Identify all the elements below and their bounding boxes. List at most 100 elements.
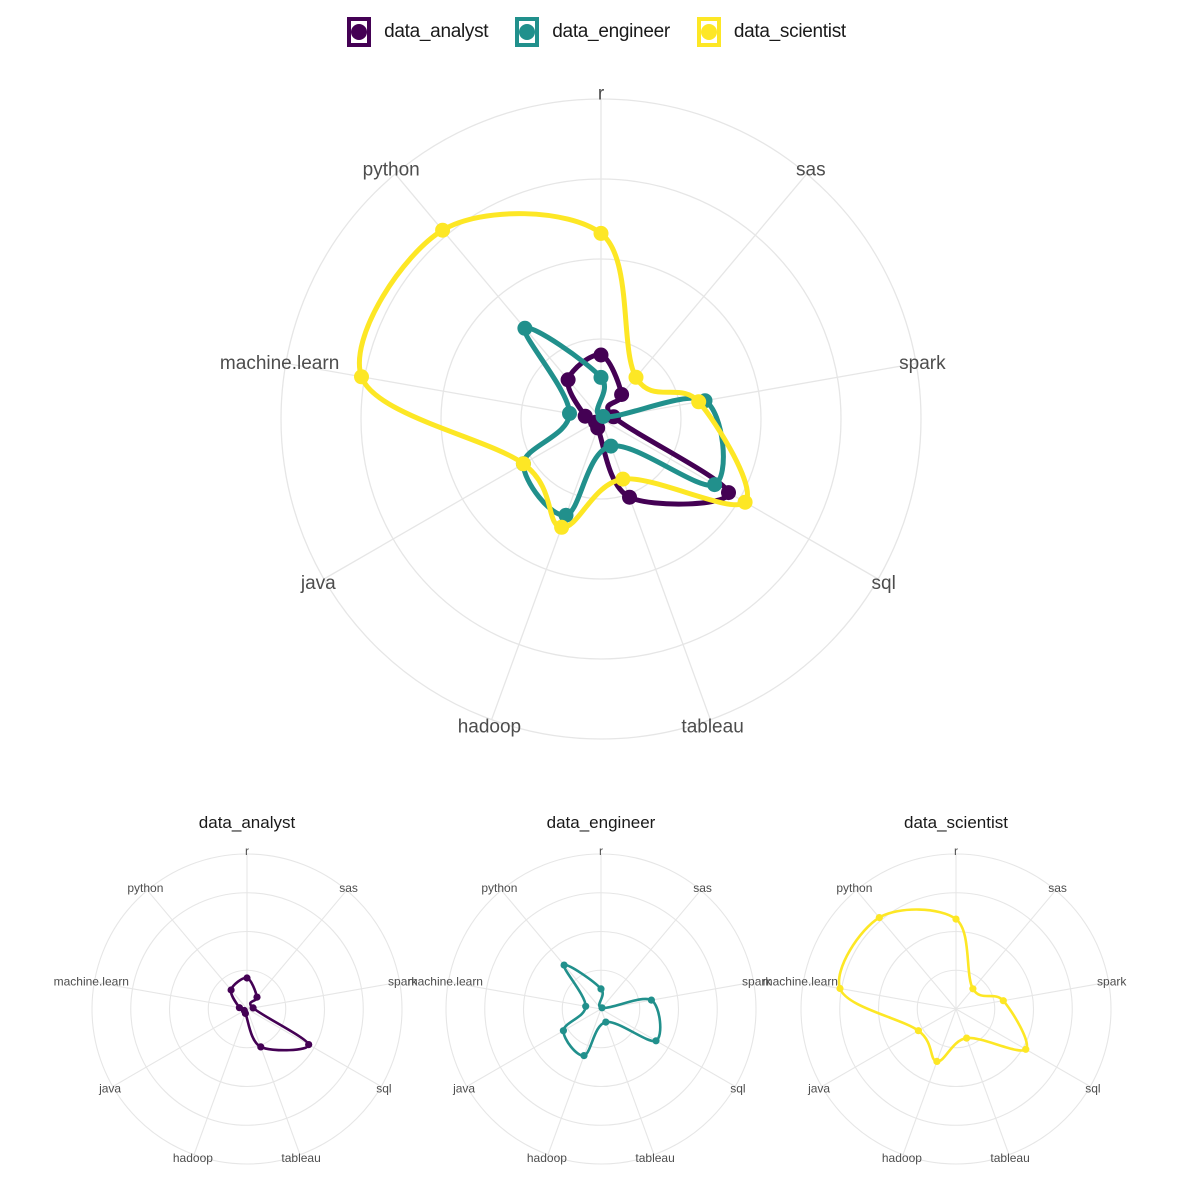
grid-spoke	[246, 981, 400, 1010]
radar-grid: hadoop java machine.learn python r sas spark sq…	[54, 844, 419, 1165]
data-point-sas	[614, 387, 630, 402]
panel-title: data_scientist	[904, 813, 1008, 832]
axis-label-r: r	[599, 844, 603, 858]
axis-label-hadoop: hadoop	[882, 1151, 922, 1165]
panel-data-engineer: data_engineer hadoop java machine.learn pyt…	[408, 813, 773, 1165]
axis-label-java: java	[452, 1081, 475, 1095]
radar-grid: hadoop java machine.learn python r sas spark sq…	[763, 844, 1128, 1165]
data-point-tableau	[602, 1018, 610, 1026]
axis-label-hadoop: hadoop	[173, 1151, 213, 1165]
legend-key-data-scientist	[696, 17, 721, 47]
series-line	[357, 211, 750, 530]
axis-label-machine-learn: machine.learn	[408, 975, 483, 989]
axis-label-sql: sql	[872, 573, 896, 594]
grid-spoke	[803, 981, 957, 1010]
data-point-r	[597, 985, 605, 993]
data-point-java	[914, 1027, 923, 1035]
axis-label-machine-learn: machine.learn	[220, 353, 339, 374]
axis-label-r: r	[954, 844, 958, 858]
grid-spoke	[955, 981, 1109, 1010]
grid-spoke	[600, 981, 754, 1010]
grid-spoke	[855, 889, 957, 1010]
grid-spoke	[500, 889, 602, 1010]
data-point-java	[515, 456, 531, 472]
data-point-python	[875, 914, 883, 922]
grid-spoke	[600, 362, 917, 420]
grid-spoke	[94, 981, 248, 1010]
data-point-r	[593, 347, 609, 363]
axis-label-sql: sql	[730, 1081, 745, 1095]
axis-label-hadoop: hadoop	[527, 1151, 567, 1165]
series-data-scientist	[354, 211, 753, 535]
axis-label-sas: sas	[1048, 881, 1067, 895]
grid-spoke	[246, 889, 348, 1010]
grid-spoke	[955, 1008, 1010, 1155]
data-point-sql	[737, 494, 753, 510]
data-point-spark	[249, 1004, 257, 1012]
grid-spoke	[285, 362, 602, 420]
data-point-sql	[707, 477, 723, 493]
data-point-tableau	[622, 489, 637, 505]
grid-spoke	[600, 418, 712, 720]
data-point-r	[243, 974, 251, 982]
grid-spoke	[490, 418, 602, 720]
data-point-python	[435, 222, 451, 238]
grid-spoke	[466, 1008, 602, 1087]
axis-label-hadoop: hadoop	[458, 716, 521, 737]
grid-spoke	[547, 1008, 602, 1155]
data-point-spark	[999, 997, 1007, 1005]
data-point-sql	[652, 1037, 660, 1045]
data-point-sas	[598, 1004, 606, 1012]
series-line	[562, 963, 662, 1057]
data-point-sql	[305, 1041, 313, 1049]
axis-label-sas: sas	[693, 881, 712, 895]
data-point-machine-learn	[582, 1002, 590, 1010]
panel-title: data_analyst	[199, 813, 296, 832]
data-point-sql	[1022, 1045, 1030, 1053]
series-data-analyst	[560, 347, 736, 507]
data-point-machine-learn	[562, 405, 577, 421]
grid-spoke	[600, 1008, 736, 1087]
axis-label-spark: spark	[899, 353, 946, 374]
data-point-java	[559, 1027, 568, 1035]
radar-grid: hadoop java machine.learn python r sas spark sq…	[220, 83, 946, 740]
legend-label: data_engineer	[552, 21, 670, 42]
data-point-python	[517, 320, 533, 336]
data-point-tableau	[963, 1034, 971, 1042]
grid-spoke	[600, 1008, 655, 1155]
legend: data_analyst data_engineer data_scientis…	[0, 14, 1200, 50]
series-line	[837, 908, 1029, 1063]
axis-label-tableau: tableau	[635, 1151, 674, 1165]
data-point-sas	[595, 409, 611, 424]
axis-label-sas: sas	[796, 160, 826, 181]
data-point-tableau	[603, 438, 619, 454]
axis-label-java: java	[98, 1081, 121, 1095]
legend-item-data-analyst[interactable]: data_analyst	[346, 17, 489, 47]
radar-grid: hadoop java machine.learn python r sas spark sq…	[408, 844, 773, 1165]
axis-label-machine-learn: machine.learn	[54, 975, 129, 989]
axis-label-sas: sas	[339, 881, 358, 895]
data-point-machine-learn	[836, 984, 844, 993]
axis-label-python: python	[481, 881, 517, 895]
series-data-engineer	[559, 961, 662, 1060]
axis-label-r: r	[598, 83, 605, 104]
axis-label-python: python	[836, 881, 872, 895]
data-point-machine-learn	[235, 1004, 243, 1012]
main-radar-chart: hadoop java machine.learn python r sas spark sq…	[220, 83, 946, 740]
data-point-sql	[721, 485, 736, 501]
series-data-scientist	[836, 908, 1030, 1065]
legend-key-data-analyst	[347, 17, 372, 47]
legend-item-data-scientist[interactable]: data_scientist	[696, 17, 846, 47]
legend-key-data-engineer	[515, 17, 540, 47]
legend-item-data-engineer[interactable]: data_engineer	[514, 17, 670, 47]
data-point-python	[227, 986, 235, 994]
axis-label-tableau: tableau	[281, 1151, 320, 1165]
data-point-sas	[628, 369, 644, 385]
grid-spoke	[246, 1008, 382, 1087]
axis-label-python: python	[127, 881, 163, 895]
data-point-spark	[647, 996, 656, 1004]
data-point-tableau	[257, 1043, 265, 1051]
axis-label-machine-learn: machine.learn	[763, 975, 838, 989]
data-point-spark	[691, 394, 707, 410]
